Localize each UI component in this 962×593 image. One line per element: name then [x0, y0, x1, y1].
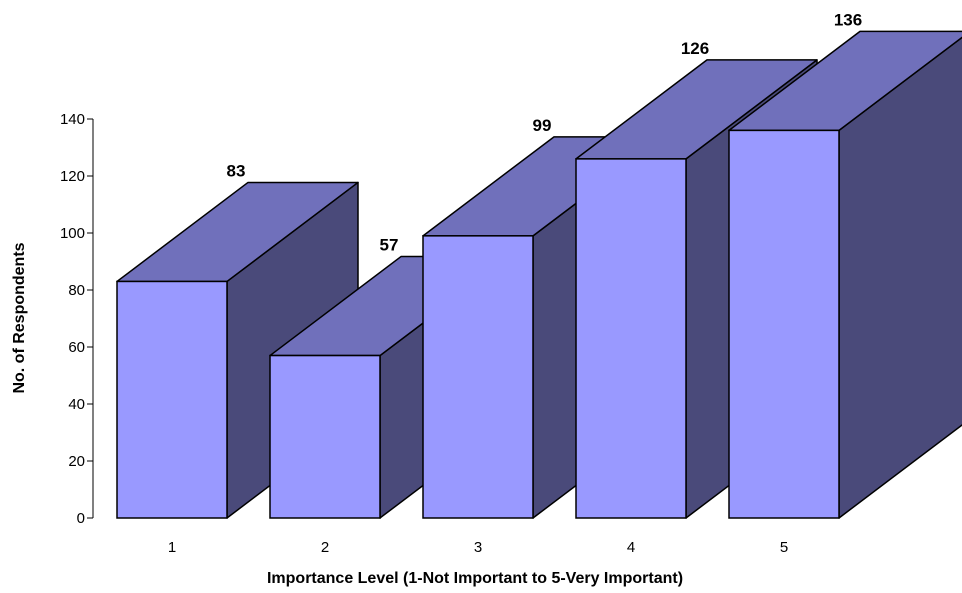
y-tick-label: 20 [68, 453, 85, 470]
bar-front-face [422, 235, 534, 519]
x-tick-label: 4 [627, 539, 635, 556]
bar-5: 136 [728, 10, 962, 519]
y-axis-title: No. of Respondents [11, 242, 28, 393]
bar-value-label: 136 [834, 10, 862, 29]
x-tick-label: 1 [168, 539, 176, 556]
y-tick-label: 140 [60, 111, 85, 128]
x-axis-ticks: 1 2 3 4 5 [168, 539, 788, 556]
bar-value-label: 126 [681, 39, 709, 58]
bar-value-label: 57 [380, 236, 399, 255]
x-axis-title: Importance Level (1-Not Important to 5-V… [267, 570, 683, 587]
bar-front-face [116, 280, 228, 519]
x-tick-label: 3 [474, 539, 482, 556]
y-tick-label: 100 [60, 225, 85, 242]
bar-front-face [269, 354, 381, 519]
y-tick-label: 120 [60, 168, 85, 185]
bar-front-face [728, 129, 840, 519]
y-tick-label: 40 [68, 396, 85, 413]
bars: 83 57 99 126 136 [116, 10, 962, 519]
y-tick-label: 80 [68, 282, 85, 299]
bar-value-label: 83 [227, 161, 246, 180]
y-tick-label: 60 [68, 339, 85, 356]
bar-value-label: 99 [533, 116, 552, 135]
x-tick-label: 5 [780, 539, 788, 556]
y-axis: 0 20 40 60 80 100 120 140 [60, 111, 94, 527]
bar-front-face [575, 158, 687, 519]
x-tick-label: 2 [321, 539, 329, 556]
y-tick-label: 0 [77, 510, 85, 527]
